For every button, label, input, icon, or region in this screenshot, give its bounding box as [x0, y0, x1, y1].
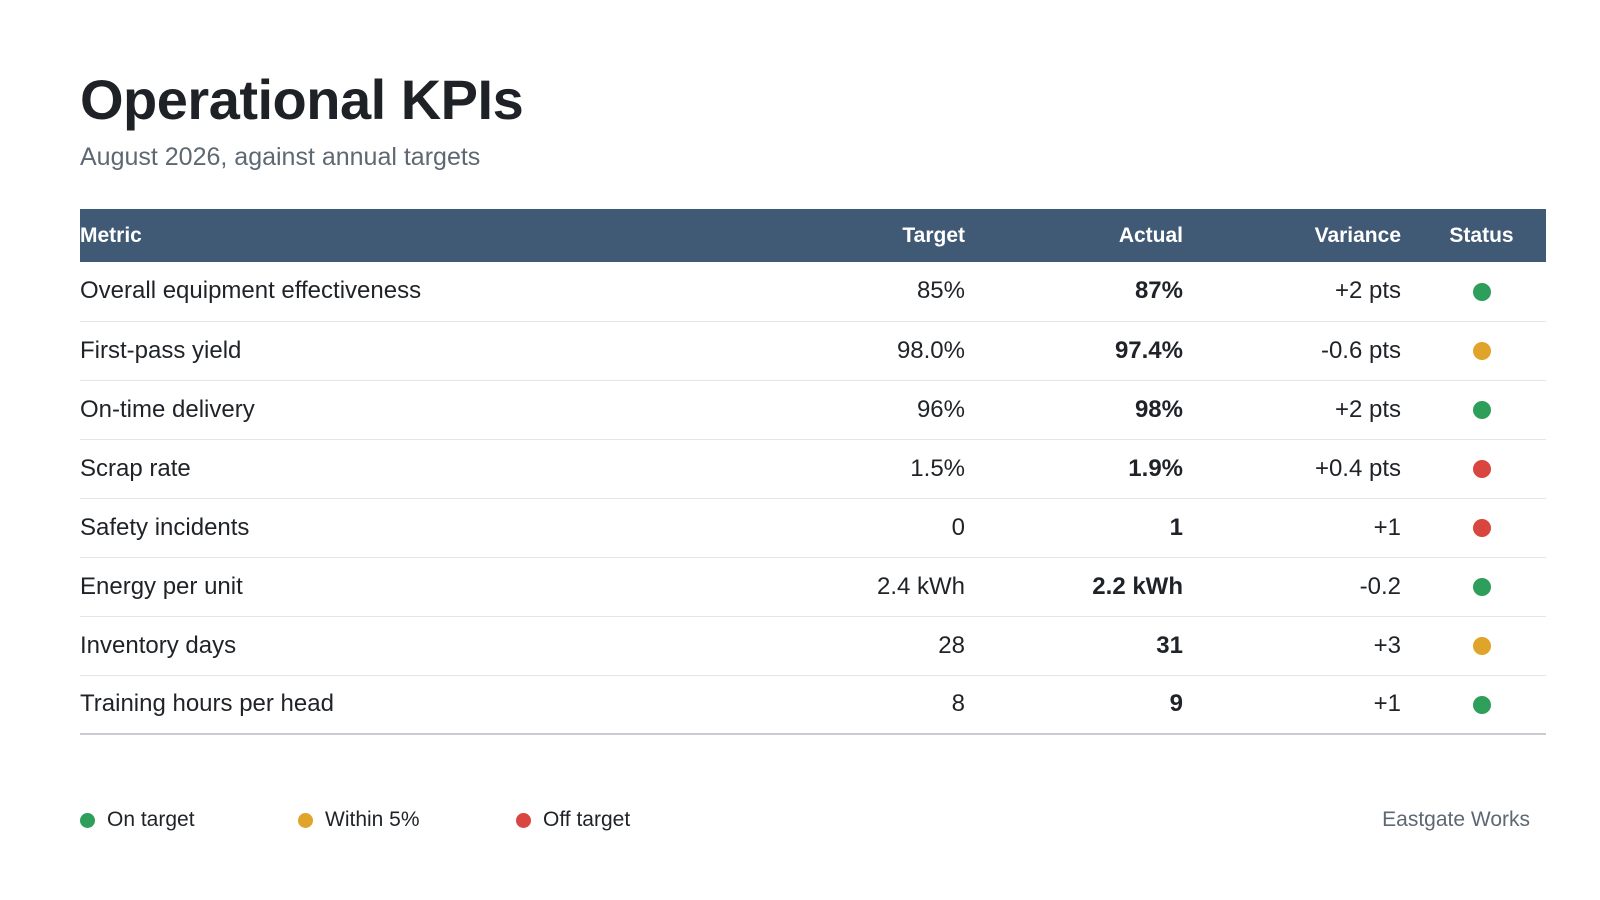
actual-cell: 98%: [1134, 395, 1183, 423]
table-row: Safety incidents 0 1 +1: [80, 498, 1546, 557]
table-header: Metric Target Actual Variance Status: [80, 209, 1546, 262]
metric-cell: Overall equipment effectiveness: [80, 277, 422, 305]
variance-cell: -0.2: [1359, 572, 1401, 600]
legend-item-off-target: Off target: [516, 808, 630, 832]
status-dot-icon: [1472, 342, 1491, 361]
status-dot-icon: [1472, 519, 1491, 538]
column-header-target: Target: [902, 223, 965, 247]
status-cell: [1401, 675, 1546, 734]
variance-cell: +1: [1373, 690, 1401, 718]
status-cell: [1401, 557, 1546, 616]
legend-item-within-5: Within 5%: [298, 808, 516, 832]
target-cell: 98.0%: [896, 336, 965, 364]
column-header-metric: Metric: [80, 223, 142, 247]
status-cell: [1401, 439, 1546, 498]
target-cell: 28: [938, 631, 965, 659]
table-row: Training hours per head 8 9 +1: [80, 675, 1546, 734]
column-header-variance: Variance: [1314, 223, 1401, 247]
target-cell: 96%: [916, 395, 965, 423]
metric-cell: Energy per unit: [80, 572, 243, 600]
metric-cell: On-time delivery: [80, 395, 255, 423]
actual-cell: 97.4%: [1114, 336, 1183, 364]
status-cell: [1401, 498, 1546, 557]
table-row: On-time delivery 96% 98% +2 pts: [80, 380, 1546, 439]
variance-cell: +3: [1373, 631, 1401, 659]
status-legend: On target Within 5% Off target: [80, 808, 630, 832]
metric-cell: Safety incidents: [80, 513, 250, 541]
table-row: Scrap rate 1.5% 1.9% +0.4 pts: [80, 439, 1546, 498]
page-title: Operational KPIs: [80, 68, 524, 131]
table-row: Inventory days 28 31 +3: [80, 616, 1546, 675]
table-body: Overall equipment effectiveness 85% 87% +2 …: [80, 262, 1546, 734]
table-row: Overall equipment effectiveness 85% 87% +2 …: [80, 262, 1546, 321]
status-cell: [1401, 321, 1546, 380]
legend-label-within-5: Within 5%: [325, 808, 420, 831]
legend-label-on-target: On target: [107, 808, 195, 831]
table-header-row: Metric Target Actual Variance Status: [80, 209, 1546, 262]
variance-cell: +1: [1373, 513, 1401, 541]
variance-cell: +0.4 pts: [1314, 454, 1401, 482]
actual-cell: 1: [1169, 513, 1183, 541]
status-dot-icon: [1472, 460, 1491, 479]
status-dot-icon: [1472, 695, 1491, 714]
target-cell: 8: [951, 690, 965, 718]
variance-cell: -0.6 pts: [1320, 336, 1401, 364]
target-cell: 0: [951, 513, 965, 541]
status-cell: [1401, 262, 1546, 321]
metric-cell: Inventory days: [80, 631, 237, 659]
status-cell: [1401, 380, 1546, 439]
table-row: First-pass yield 98.0% 97.4% -0.6 pts: [80, 321, 1546, 380]
variance-cell: +2 pts: [1334, 277, 1401, 305]
page-subtitle: August 2026, against annual targets: [80, 143, 481, 171]
variance-cell: +2 pts: [1334, 395, 1401, 423]
amber-dot-icon: [298, 812, 313, 828]
column-header-actual: Actual: [1118, 223, 1183, 247]
actual-cell: 1.9%: [1128, 454, 1183, 482]
green-dot-icon: [80, 812, 95, 828]
status-dot-icon: [1472, 401, 1491, 420]
legend-label-off-target: Off target: [543, 808, 631, 831]
footer-brand: Eastgate Works: [1382, 808, 1530, 831]
metric-cell: First-pass yield: [80, 336, 242, 364]
status-dot-icon: [1472, 637, 1491, 656]
target-cell: 2.4 kWh: [876, 572, 965, 600]
actual-cell: 9: [1169, 690, 1183, 718]
actual-cell: 87%: [1134, 277, 1183, 305]
table-row: Energy per unit 2.4 kWh 2.2 kWh -0.2: [80, 557, 1546, 616]
target-cell: 1.5%: [910, 454, 965, 482]
status-dot-icon: [1472, 282, 1491, 301]
legend-item-on-target: On target: [80, 808, 298, 832]
metric-cell: Training hours per head: [80, 690, 334, 718]
status-dot-icon: [1472, 578, 1491, 597]
red-dot-icon: [516, 812, 531, 828]
status-cell: [1401, 616, 1546, 675]
column-header-status: Status: [1449, 223, 1514, 247]
target-cell: 85%: [916, 277, 965, 305]
metric-cell: Scrap rate: [80, 454, 191, 482]
actual-cell: 2.2 kWh: [1092, 572, 1183, 600]
kpi-table: Metric Target Actual Variance Status Ove…: [80, 209, 1546, 735]
actual-cell: 31: [1156, 631, 1183, 659]
